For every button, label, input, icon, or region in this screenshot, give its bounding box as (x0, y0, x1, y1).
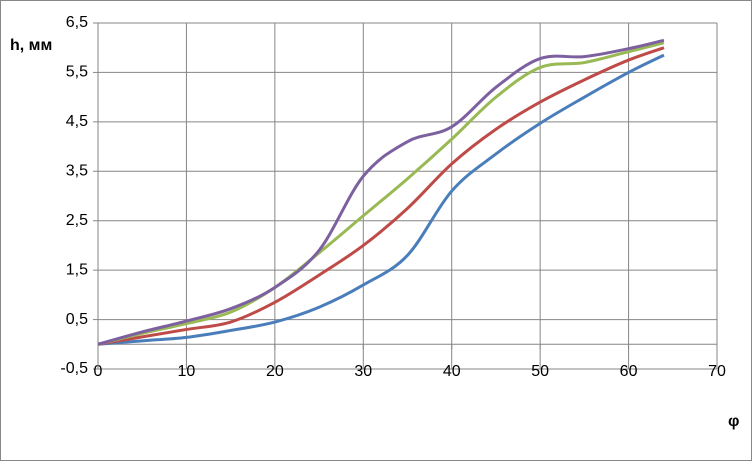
y-tick-label: 3,5 (66, 163, 88, 180)
x-tick-label: 20 (266, 363, 284, 380)
x-axis-label: φ (728, 413, 739, 430)
y-tick-label: 0,5 (66, 311, 88, 328)
y-tick-label: -0,5 (60, 360, 88, 377)
series-line (97, 41, 665, 346)
series-line (97, 46, 665, 346)
x-tick-label: 10 (178, 363, 196, 380)
y-axis-label: h, мм (10, 37, 52, 54)
y-tick-label: 4,5 (66, 113, 88, 130)
series-line (97, 53, 665, 346)
x-tick-label: 40 (443, 363, 461, 380)
y-tick-label: 1,5 (66, 261, 88, 278)
x-tick-label: 60 (620, 363, 638, 380)
x-tick-label: 30 (354, 363, 372, 380)
y-tick-label: 6,5 (66, 14, 88, 31)
x-tick-label: 50 (531, 363, 549, 380)
y-tick-label: 2,5 (66, 212, 88, 229)
x-tick-label: 0 (94, 363, 103, 380)
series-line (97, 38, 665, 346)
x-tick-label: 70 (708, 363, 726, 380)
y-tick-label: 5,5 (66, 64, 88, 81)
